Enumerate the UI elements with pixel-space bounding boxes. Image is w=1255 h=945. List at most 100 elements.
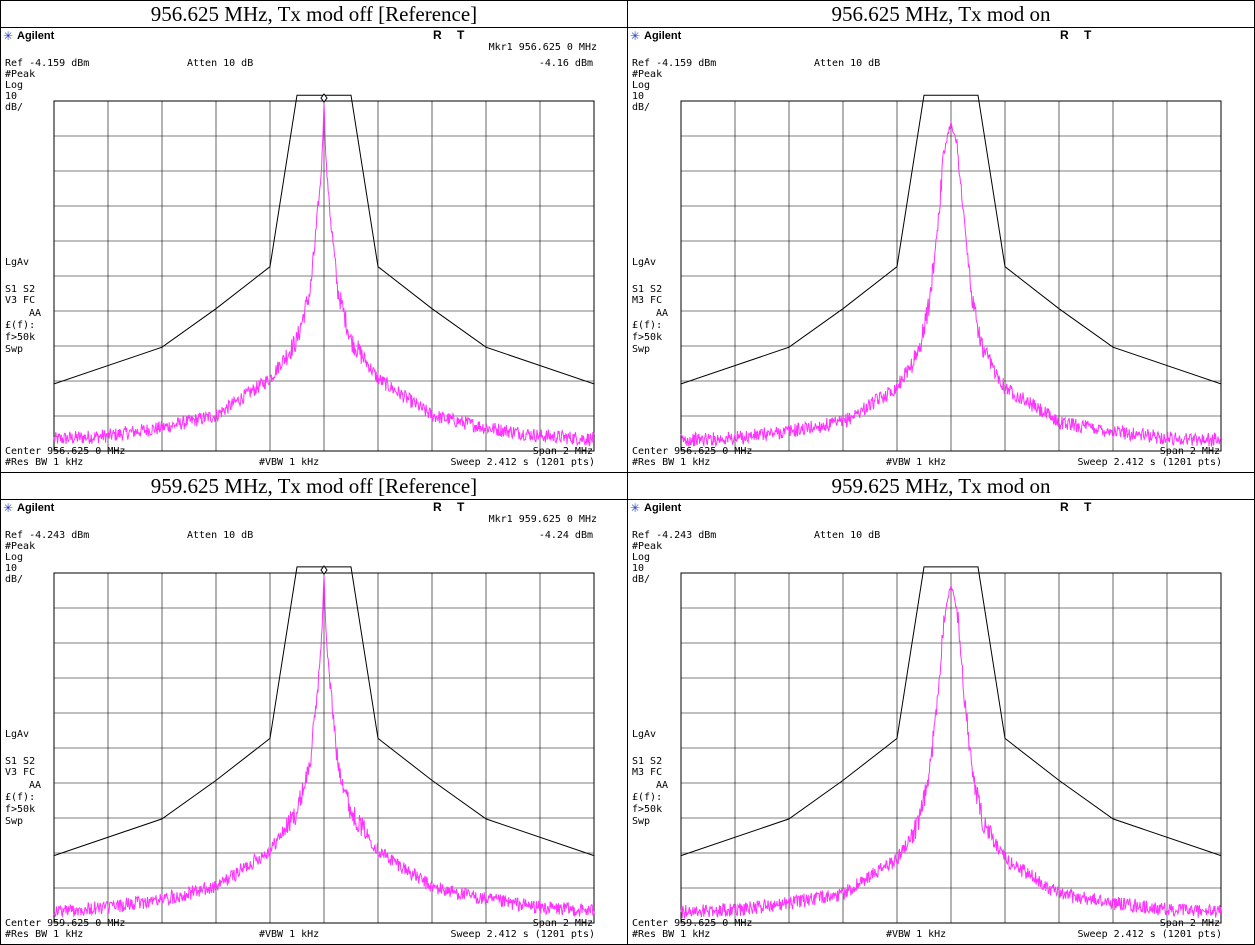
spectrum-plot bbox=[680, 566, 1222, 924]
detector-label-0: #Peak bbox=[632, 541, 663, 552]
analyzer-cell-2: ✳ Agilent R T Ref -4.159 dBm Atten 10 dB #Peak… bbox=[627, 27, 1255, 473]
detector-label-2: 10 bbox=[5, 563, 18, 574]
marker-diamond bbox=[320, 93, 328, 103]
limit-mask-line bbox=[680, 566, 1222, 857]
rbw-label: #Res BW 1 kHz bbox=[5, 457, 84, 468]
aa-label: AA bbox=[29, 308, 42, 319]
brand-logo-text: Agilent bbox=[17, 30, 55, 42]
sweep-mode-label: V3 FC bbox=[5, 767, 36, 778]
sweep-time-label: Sweep 2.412 s (1201 pts) bbox=[1077, 929, 1223, 940]
analyzer-cell-3: ✳ Agilent R T Mkr1 959.625 0 MHz Ref -4.243 d… bbox=[0, 499, 628, 945]
panel-title-1: 956.625 MHz, Tx mod off [Reference] bbox=[0, 0, 628, 28]
average-mode-label: LgAv bbox=[632, 257, 657, 268]
offset-label: f>50k bbox=[5, 332, 36, 343]
detector-label-3: dB/ bbox=[5, 102, 24, 113]
ref-level: Ref -4.243 dBm bbox=[632, 530, 717, 541]
sweep-time-label: Sweep 2.412 s (1201 pts) bbox=[450, 929, 596, 940]
ref-level: Ref -4.159 dBm bbox=[5, 58, 90, 69]
spectrum-plot bbox=[53, 93, 595, 452]
function-label: £(f): bbox=[632, 320, 663, 331]
marker-frequency: Mkr1 959.625 0 MHz bbox=[488, 514, 597, 525]
panel-title-2: 956.625 MHz, Tx mod on bbox=[627, 0, 1255, 28]
analyzer-screen-1: ✳ Agilent R T Mkr1 956.625 0 MHz Ref -4.159 d… bbox=[1, 28, 623, 472]
sweep-mode-label: M3 FC bbox=[632, 767, 663, 778]
spectrum-trace bbox=[53, 575, 595, 918]
offset-label: f>50k bbox=[632, 804, 663, 815]
function-label: £(f): bbox=[5, 320, 36, 331]
t-indicator: T bbox=[1084, 28, 1092, 42]
rbw-label: #Res BW 1 kHz bbox=[632, 929, 711, 940]
sweep-time-label: Sweep 2.412 s (1201 pts) bbox=[1077, 457, 1223, 468]
ref-level: Ref -4.159 dBm bbox=[632, 58, 717, 69]
starburst-icon: ✳ bbox=[630, 29, 641, 43]
marker-level: -4.16 dBm bbox=[538, 58, 593, 69]
ref-level: Ref -4.243 dBm bbox=[5, 530, 90, 541]
r-indicator: R bbox=[433, 28, 442, 42]
limit-mask-line bbox=[680, 94, 1222, 385]
attenuation: Atten 10 dB bbox=[814, 530, 881, 541]
detector-label-1: Log bbox=[632, 80, 651, 91]
starburst-icon: ✳ bbox=[3, 29, 14, 43]
swp-label: Swp bbox=[632, 344, 651, 355]
panel-title-4: 959.625 MHz, Tx mod on bbox=[627, 472, 1255, 500]
brand-logo-text: Agilent bbox=[644, 30, 682, 42]
trace-state-label: S1 S2 bbox=[632, 284, 663, 295]
vbw-label: #VBW 1 kHz bbox=[886, 457, 947, 468]
analyzer-cell-4: ✳ Agilent R T Ref -4.243 dBm Atten 10 dB #Peak… bbox=[627, 499, 1255, 945]
detector-label-2: 10 bbox=[5, 91, 18, 102]
detector-label-2: 10 bbox=[632, 91, 645, 102]
trace-state-label: S1 S2 bbox=[5, 284, 36, 295]
detector-label-1: Log bbox=[632, 552, 651, 563]
detector-label-2: 10 bbox=[632, 563, 645, 574]
swp-label: Swp bbox=[5, 344, 24, 355]
rbw-label: #Res BW 1 kHz bbox=[632, 457, 711, 468]
r-indicator: R bbox=[433, 500, 442, 514]
marker-level: -4.24 dBm bbox=[538, 530, 593, 541]
rbw-label: #Res BW 1 kHz bbox=[5, 929, 84, 940]
offset-label: f>50k bbox=[632, 332, 663, 343]
vbw-label: #VBW 1 kHz bbox=[259, 929, 320, 940]
vbw-label: #VBW 1 kHz bbox=[259, 457, 320, 468]
starburst-icon: ✳ bbox=[3, 501, 14, 515]
spectrum-trace bbox=[53, 103, 595, 447]
panel-title-3: 959.625 MHz, Tx mod off [Reference] bbox=[0, 472, 628, 500]
detector-label-0: #Peak bbox=[632, 69, 663, 80]
brand-logo-text: Agilent bbox=[644, 502, 682, 514]
r-indicator: R bbox=[1060, 28, 1069, 42]
brand-logo-text: Agilent bbox=[17, 502, 55, 514]
analyzer-cell-1: ✳ Agilent R T Mkr1 956.625 0 MHz Ref -4.159 d… bbox=[0, 27, 628, 473]
r-indicator: R bbox=[1060, 500, 1069, 514]
trace-state-label: S1 S2 bbox=[632, 756, 663, 767]
average-mode-label: LgAv bbox=[632, 729, 657, 740]
t-indicator: T bbox=[457, 500, 465, 514]
starburst-icon: ✳ bbox=[630, 501, 641, 515]
detector-label-3: dB/ bbox=[5, 574, 24, 585]
spectrum-plot bbox=[680, 94, 1222, 452]
offset-label: f>50k bbox=[5, 804, 36, 815]
analyzer-screen-3: ✳ Agilent R T Mkr1 959.625 0 MHz Ref -4.243 d… bbox=[1, 500, 623, 944]
swp-label: Swp bbox=[632, 816, 651, 827]
trace-state-label: S1 S2 bbox=[5, 756, 36, 767]
detector-label-3: dB/ bbox=[632, 574, 651, 585]
swp-label: Swp bbox=[5, 816, 24, 827]
sweep-time-label: Sweep 2.412 s (1201 pts) bbox=[450, 457, 596, 468]
aa-label: AA bbox=[656, 308, 669, 319]
sweep-mode-label: V3 FC bbox=[5, 295, 36, 306]
average-mode-label: LgAv bbox=[5, 729, 30, 740]
attenuation: Atten 10 dB bbox=[187, 530, 254, 541]
detector-label-1: Log bbox=[5, 80, 24, 91]
detector-label-0: #Peak bbox=[5, 69, 36, 80]
t-indicator: T bbox=[1084, 500, 1092, 514]
analyzer-screen-2: ✳ Agilent R T Ref -4.159 dBm Atten 10 dB #Peak… bbox=[628, 28, 1250, 472]
function-label: £(f): bbox=[632, 792, 663, 803]
sweep-mode-label: M3 FC bbox=[632, 295, 663, 306]
vbw-label: #VBW 1 kHz bbox=[886, 929, 947, 940]
detector-label-1: Log bbox=[5, 552, 24, 563]
function-label: £(f): bbox=[5, 792, 36, 803]
spectrum-trace bbox=[680, 584, 1222, 919]
average-mode-label: LgAv bbox=[5, 257, 30, 268]
analyzer-screen-4: ✳ Agilent R T Ref -4.243 dBm Atten 10 dB #Peak… bbox=[628, 500, 1250, 944]
marker-frequency: Mkr1 956.625 0 MHz bbox=[488, 42, 597, 53]
attenuation: Atten 10 dB bbox=[814, 58, 881, 69]
